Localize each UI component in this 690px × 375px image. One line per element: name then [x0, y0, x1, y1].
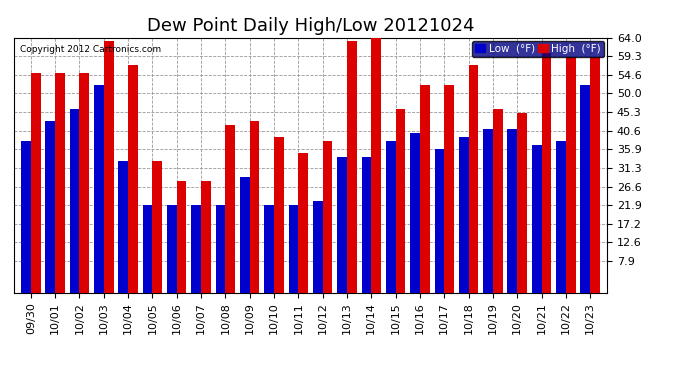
Bar [191, 205, 201, 292]
Bar [580, 86, 590, 292]
Bar [507, 129, 518, 292]
Bar [444, 86, 454, 292]
Bar [542, 54, 551, 292]
Bar [177, 181, 186, 292]
Bar [216, 205, 226, 292]
Bar [274, 137, 284, 292]
Bar [104, 42, 114, 292]
Bar [94, 86, 104, 292]
Text: Copyright 2012 Cartronics.com: Copyright 2012 Cartronics.com [20, 45, 161, 54]
Bar [337, 157, 347, 292]
Bar [250, 121, 259, 292]
Bar [226, 125, 235, 292]
Bar [469, 65, 478, 292]
Bar [79, 74, 89, 292]
Bar [362, 157, 371, 292]
Bar [46, 121, 55, 292]
Bar [128, 65, 138, 292]
Bar [240, 177, 250, 292]
Bar [70, 109, 79, 292]
Bar [152, 161, 162, 292]
Bar [298, 153, 308, 292]
Bar [313, 201, 323, 292]
Bar [483, 129, 493, 292]
Bar [55, 74, 65, 292]
Bar [264, 205, 274, 292]
Bar [347, 42, 357, 292]
Bar [411, 133, 420, 292]
Bar [518, 113, 527, 292]
Bar [288, 205, 298, 292]
Bar [420, 86, 430, 292]
Bar [21, 141, 31, 292]
Bar [493, 109, 502, 292]
Bar [459, 137, 469, 292]
Bar [590, 57, 600, 292]
Bar [371, 38, 381, 292]
Bar [31, 74, 41, 292]
Legend: Low  (°F), High  (°F): Low (°F), High (°F) [472, 40, 604, 57]
Bar [386, 141, 395, 292]
Title: Dew Point Daily High/Low 20121024: Dew Point Daily High/Low 20121024 [147, 16, 474, 34]
Bar [201, 181, 210, 292]
Bar [167, 205, 177, 292]
Bar [323, 141, 333, 292]
Bar [395, 109, 405, 292]
Bar [566, 57, 575, 292]
Bar [435, 149, 444, 292]
Bar [119, 161, 128, 292]
Bar [143, 205, 152, 292]
Bar [556, 141, 566, 292]
Bar [532, 145, 542, 292]
